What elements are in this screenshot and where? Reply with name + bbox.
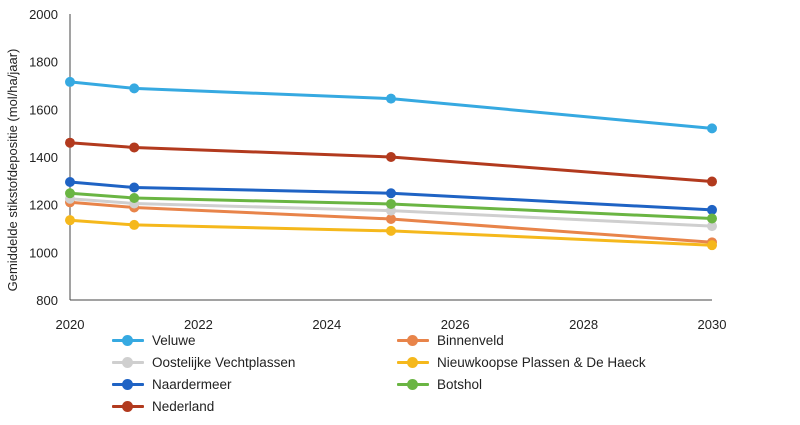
data-point (65, 215, 75, 226)
legend-item: Nieuwkoopse Plassen & De Haeck (397, 352, 646, 372)
data-point (386, 225, 396, 236)
data-point (386, 198, 396, 209)
legend-label: Oostelijke Vechtplassen (152, 354, 296, 370)
x-tick-label: 2030 (698, 317, 727, 332)
legend-swatch (112, 377, 144, 391)
legend-label: Botshol (437, 376, 483, 392)
x-tick-label: 2028 (569, 317, 598, 332)
data-point (129, 142, 140, 153)
data-point (386, 93, 396, 104)
x-tick-label: 2024 (312, 317, 341, 332)
y-tick-label: 800 (36, 293, 58, 308)
data-point (386, 152, 396, 162)
series-line (69, 191, 713, 220)
x-tick-label: 2022 (184, 317, 213, 332)
y-axis-label: Gemiddelde stikstofdepositie (mol/ha/jaa… (5, 49, 20, 292)
series-line (69, 141, 713, 183)
legend-label: Veluwe (152, 332, 196, 348)
legend-label: Nederland (152, 398, 215, 414)
legend-swatch (112, 355, 144, 369)
data-point (65, 76, 75, 87)
y-tick-label: 1200 (29, 198, 58, 213)
legend-label: Naardermeer (152, 376, 232, 392)
legend-item: Oostelijke Vechtplassen (112, 352, 295, 372)
data-point (707, 213, 717, 224)
legend-swatch (397, 333, 429, 347)
legend-swatch (397, 377, 429, 391)
legend-swatch (397, 355, 429, 369)
series-line (69, 180, 713, 212)
y-tick-label: 2000 (29, 7, 58, 22)
chart-plot-area (65, 76, 717, 251)
legend-item: Botshol (397, 374, 482, 394)
data-point (386, 213, 396, 224)
legend-item: Naardermeer (112, 374, 232, 394)
data-point (129, 182, 140, 193)
data-point (707, 221, 717, 232)
x-tick-label: 2020 (56, 317, 85, 332)
legend-item: Binnenveld (397, 330, 504, 350)
x-tick-label: 2026 (441, 317, 470, 332)
data-point (129, 219, 140, 230)
data-point (386, 188, 396, 199)
data-point (65, 177, 75, 188)
y-tick-label: 1400 (29, 150, 58, 165)
y-tick-label: 1800 (29, 55, 58, 70)
y-tick-label: 1600 (29, 102, 58, 117)
data-point (707, 204, 717, 215)
data-point (65, 188, 75, 199)
data-point (707, 176, 717, 187)
data-point (707, 240, 717, 251)
data-point (129, 192, 140, 203)
data-point (65, 137, 75, 148)
series-line (69, 197, 713, 228)
chart-axes: 800 1000 1200 1400 1600 1800 2000 2020 2022 2024 2… (29, 7, 726, 332)
legend-item: Veluwe (112, 330, 196, 350)
legend-swatch (112, 399, 144, 413)
series-line (69, 200, 713, 244)
chart-legend: Veluwe Binnenveld Oostelijke Vechtplassen N… (112, 330, 732, 422)
series-line (69, 218, 713, 247)
data-point (707, 123, 717, 134)
legend-swatch (112, 333, 144, 347)
y-tick-label: 1000 (29, 245, 58, 260)
legend-item: Nederland (112, 396, 214, 416)
series-line (69, 80, 713, 130)
data-point (129, 83, 140, 94)
legend-label: Nieuwkoopse Plassen & De Haeck (437, 354, 646, 370)
legend-label: Binnenveld (437, 332, 504, 348)
